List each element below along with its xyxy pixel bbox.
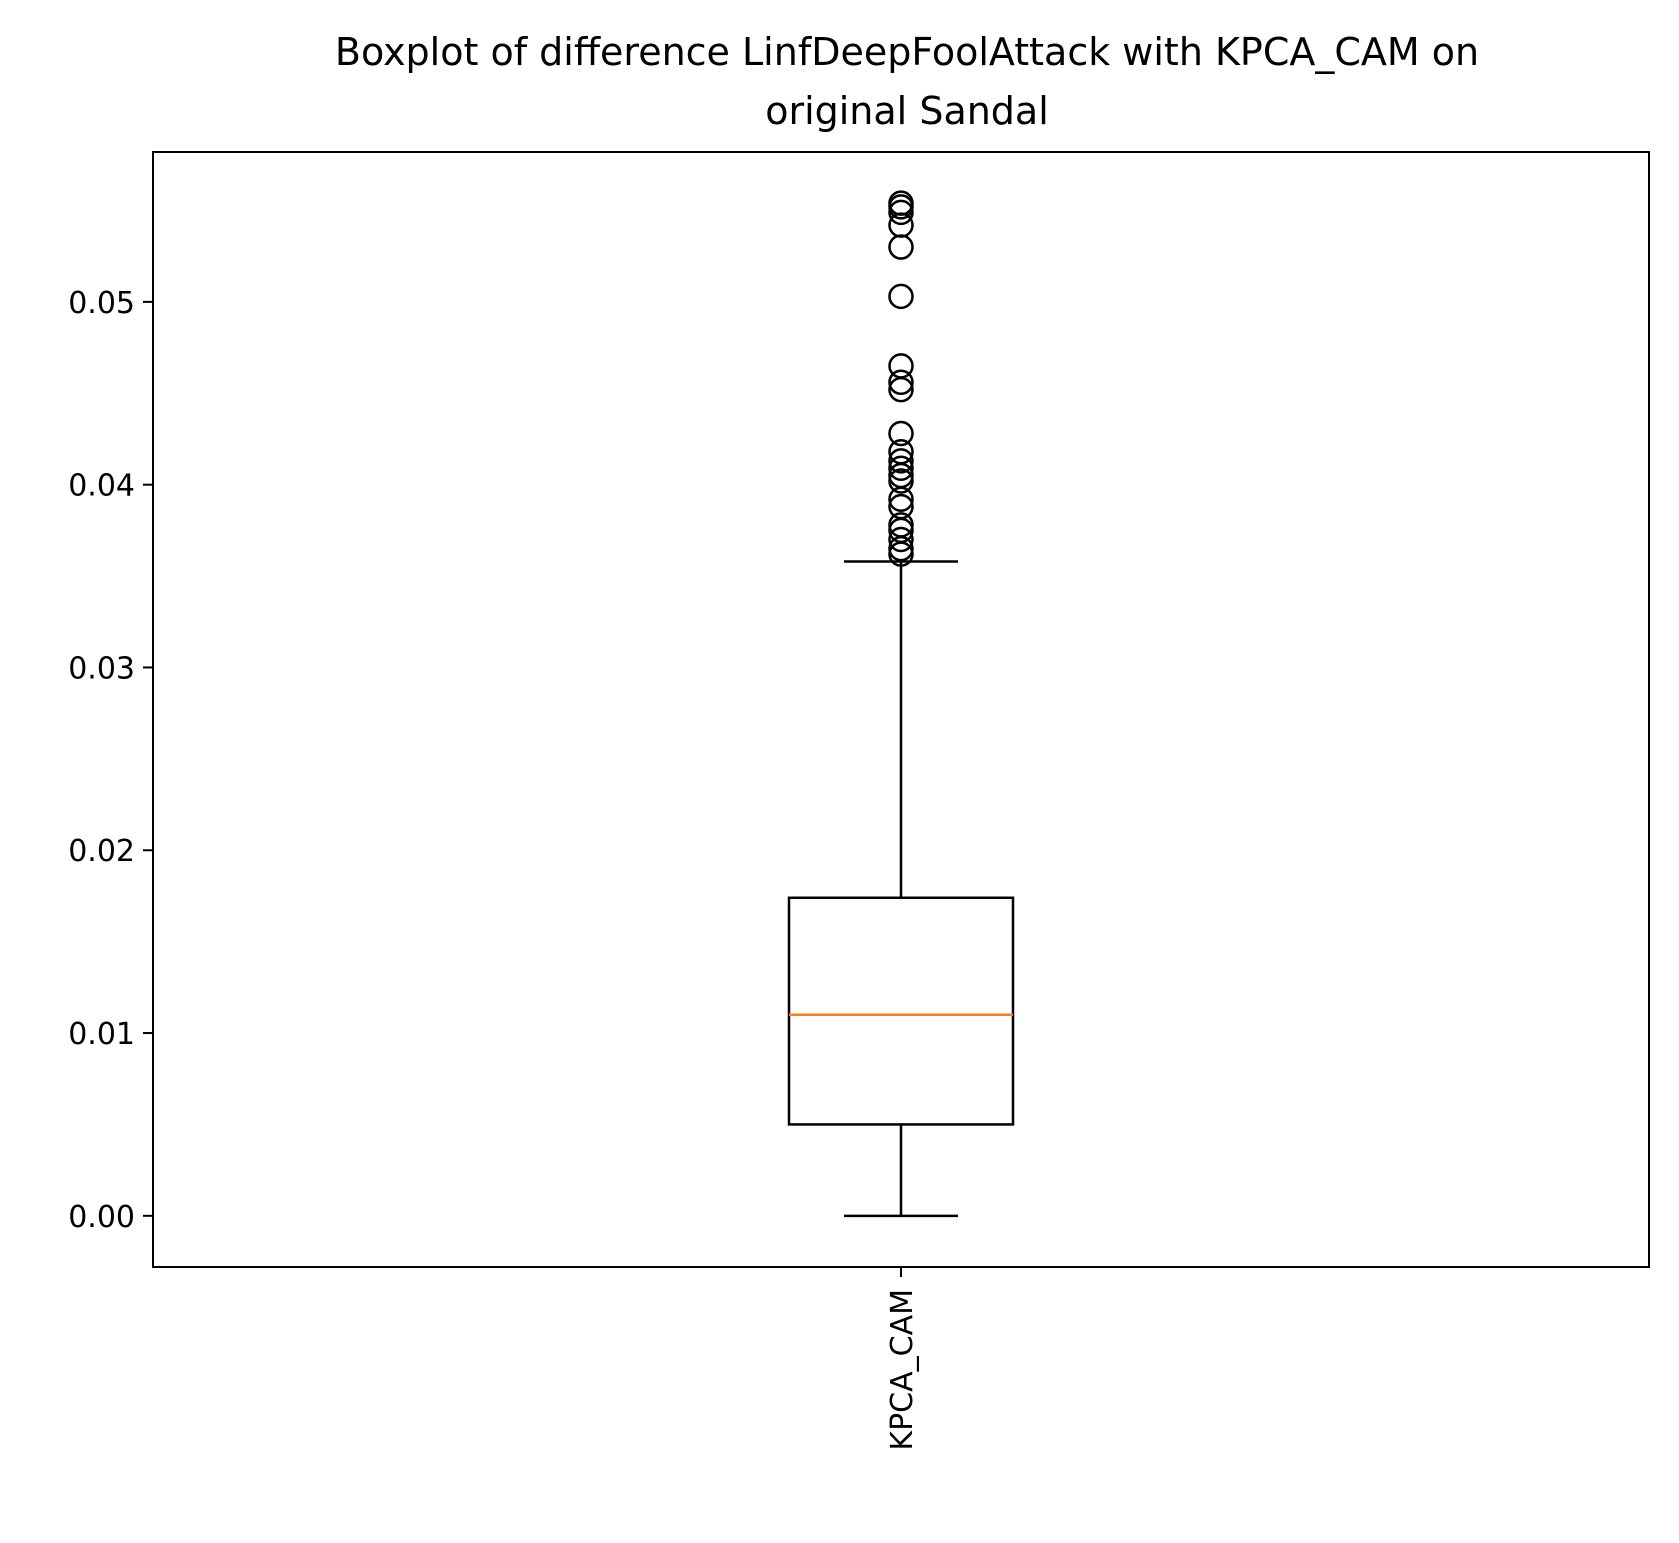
- x-axis: KPCA_CAM: [885, 1267, 920, 1451]
- outlier-point: [888, 353, 914, 379]
- outlier-point: [888, 283, 914, 310]
- y-tick-label: 0.00: [68, 1200, 135, 1235]
- chart-title-line-2: original Sandal: [765, 89, 1049, 133]
- y-axis: 0.00 0.01 0.02 0.03 0.04 0.05: [68, 286, 153, 1235]
- y-tick-label: 0.04: [68, 469, 135, 504]
- outlier-point: [888, 455, 914, 481]
- x-tick-label: KPCA_CAM: [885, 1289, 920, 1451]
- y-tick-label: 0.05: [68, 286, 135, 321]
- outlier-point: [888, 369, 914, 396]
- plot-marks: [787, 190, 1015, 1218]
- outlier-point: [888, 420, 914, 447]
- outlier-point: [888, 512, 914, 538]
- chart-title-line-1: Boxplot of difference LinfDeepFoolAttack…: [335, 30, 1479, 74]
- y-tick-label: 0.03: [68, 651, 135, 686]
- plot-area-frame: [152, 151, 1650, 1268]
- outlier-point: [888, 526, 914, 553]
- outlier-point: [888, 190, 914, 216]
- interquartile-box: [787, 896, 1015, 1126]
- y-tick-label: 0.01: [68, 1017, 135, 1052]
- outlier-point: [888, 439, 914, 465]
- outlier-point: [888, 493, 914, 520]
- y-tick-label: 0.02: [68, 834, 135, 869]
- outlier-point: [888, 448, 914, 474]
